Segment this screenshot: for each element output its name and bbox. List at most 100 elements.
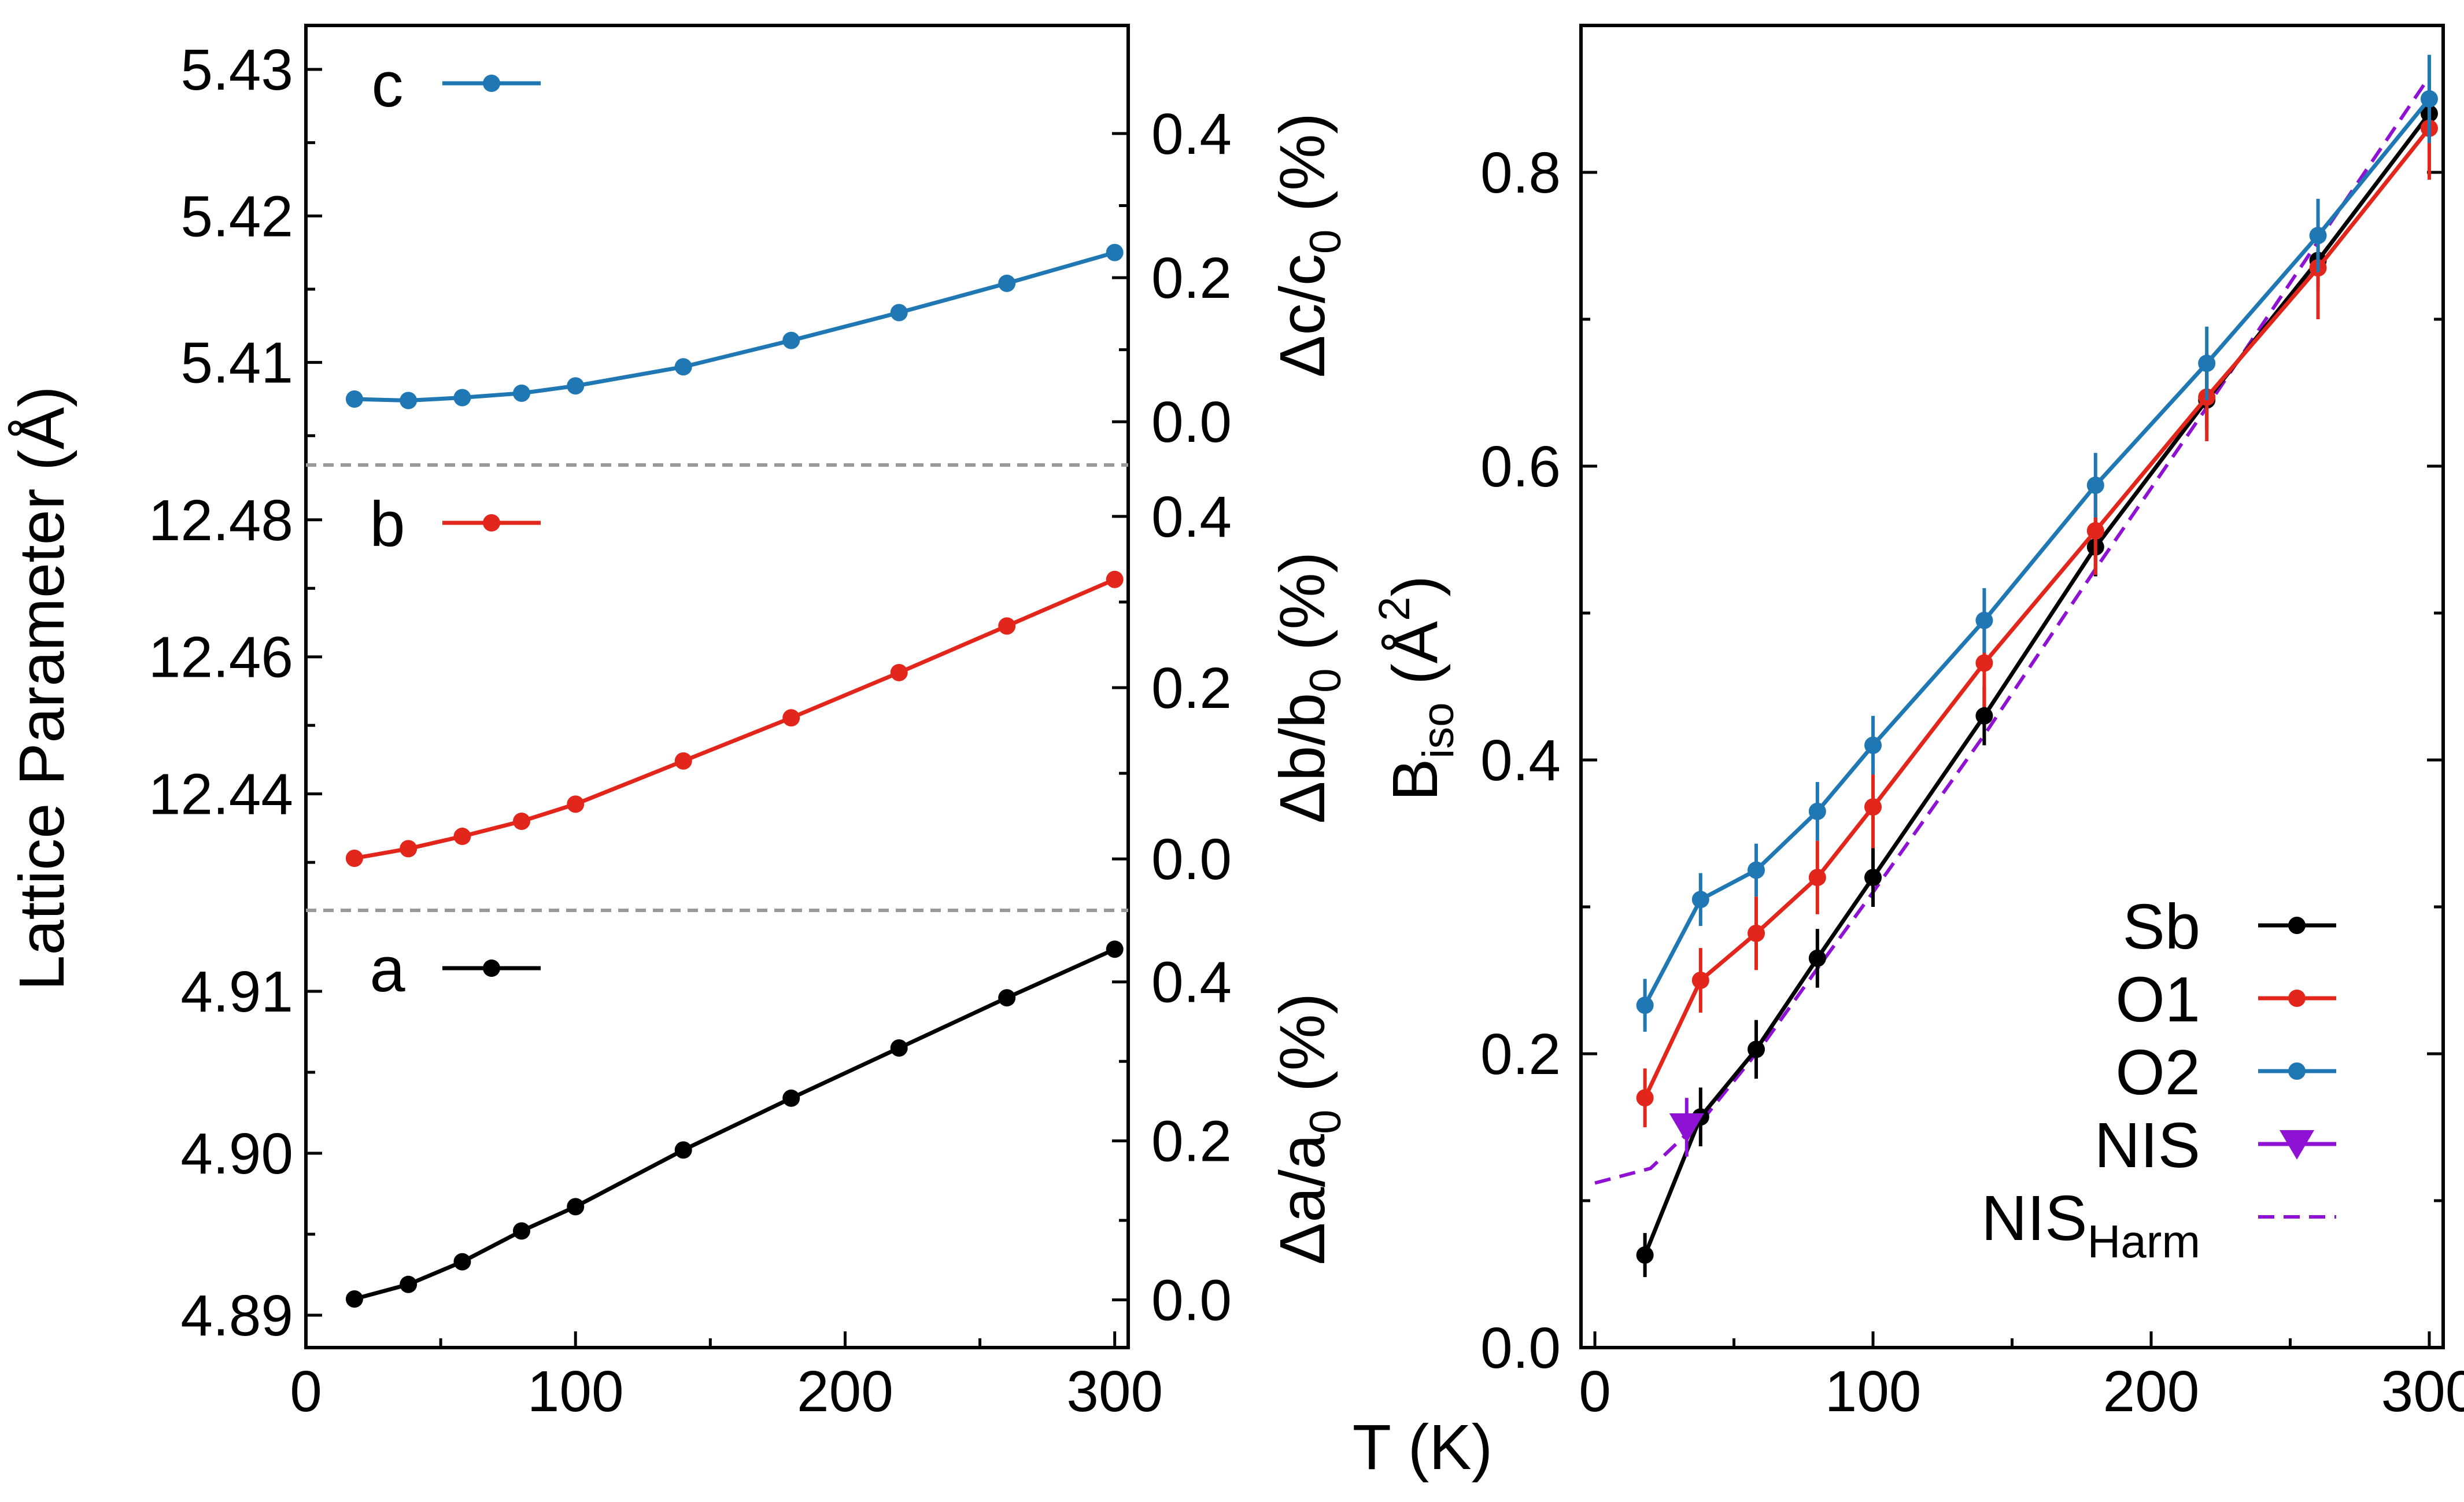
left-plot-frame xyxy=(304,24,1130,1349)
legend-marker-Sb xyxy=(2288,917,2306,934)
right-y-tick-label: 0.0 xyxy=(1151,827,1232,892)
x-axis-label: T (K) xyxy=(1353,1412,1493,1483)
data-point-Sb xyxy=(1748,1040,1765,1058)
data-point-O1 xyxy=(1975,654,1993,672)
legend-label-Sb: Sb xyxy=(2122,891,2200,962)
left-x-tick-label: 100 xyxy=(527,1359,624,1424)
legend-marker-NIS xyxy=(2280,1130,2314,1160)
left-y-tick-label: 4.90 xyxy=(180,1121,293,1186)
legend-label-O2: O2 xyxy=(2115,1037,2200,1108)
data-point-b xyxy=(567,795,585,813)
data-point-a xyxy=(400,1275,418,1293)
legend-label-b: b xyxy=(370,489,405,560)
data-point-c xyxy=(453,389,471,407)
data-point-Sb xyxy=(1864,869,1882,887)
left-y-tick-label: 4.89 xyxy=(180,1283,293,1348)
left-y-tick-label: 12.46 xyxy=(149,625,293,690)
biso-plot-content: 0 100 200 300 0.0 0.2 0.4 0.6 0.8 SbO1O2NISNISHar… xyxy=(1480,24,2464,1424)
biso-y-tick-label: 0.0 xyxy=(1480,1316,1561,1381)
data-point-c xyxy=(782,331,800,349)
data-point-O2 xyxy=(2086,477,2104,494)
right-y-tick-label: 0.0 xyxy=(1151,390,1232,455)
data-point-O2 xyxy=(1691,891,1709,909)
right-y-tick-label: 0.2 xyxy=(1151,246,1232,311)
data-point-a xyxy=(782,1089,800,1107)
right-y-tick-label: 0.2 xyxy=(1151,656,1232,721)
data-point-c xyxy=(674,358,692,376)
legend-label-c: c xyxy=(372,49,404,120)
left-x-tick-label: 0 xyxy=(290,1359,322,1424)
lattice-parameter-panel: 0 100 200 300 5.41 5.42 5.43 0.0 0.2 0.4 Δc/c0 (%)… xyxy=(6,24,1350,1424)
data-point-a xyxy=(345,1290,363,1308)
data-point-O1 xyxy=(1808,869,1826,887)
left-x-tick-label: 200 xyxy=(797,1359,893,1424)
data-point-b xyxy=(453,828,471,846)
data-point-c xyxy=(400,392,418,409)
data-point-a xyxy=(890,1039,908,1057)
data-point-c xyxy=(345,390,363,408)
legend-label-O1: O1 xyxy=(2115,964,2200,1035)
data-point-O2 xyxy=(1975,611,1993,629)
right-y-axis-label-b: Δb/b0 (%) xyxy=(1267,552,1350,824)
series-line-c xyxy=(354,250,1115,403)
data-point-O2 xyxy=(2198,355,2216,372)
series-line-O2 xyxy=(1643,97,2431,1006)
right-y-axis-label-c: Δc/c0 (%) xyxy=(1267,113,1350,378)
series-line-Sb xyxy=(1643,112,2431,1256)
data-point-O2 xyxy=(1748,861,1765,879)
data-point-NIS xyxy=(1669,1113,1704,1143)
series-line-O1 xyxy=(1643,127,2431,1099)
data-point-a xyxy=(512,1222,530,1240)
left-y-tick-label: 5.42 xyxy=(180,184,293,249)
legend-marker-O2 xyxy=(2288,1062,2306,1080)
data-point-Sb xyxy=(1636,1246,1654,1264)
data-point-c xyxy=(512,384,530,402)
data-point-b xyxy=(400,840,418,858)
data-point-O1 xyxy=(1636,1089,1654,1107)
data-point-a xyxy=(674,1141,692,1159)
data-point-O1 xyxy=(1691,972,1709,989)
biso-y-tick-label: 0.8 xyxy=(1480,141,1561,205)
data-point-O1 xyxy=(1864,798,1882,816)
legend-label-NISHarm: NISHarm xyxy=(1981,1183,2200,1267)
right-x-tick-label: 0 xyxy=(1579,1359,1611,1424)
data-point-Sb xyxy=(1975,707,1993,725)
series-line-b xyxy=(354,577,1116,861)
data-point-b xyxy=(345,849,363,867)
right-x-tick-label: 300 xyxy=(2381,1359,2464,1424)
right-plot-frame xyxy=(1579,24,2445,1349)
data-point-c xyxy=(567,377,585,395)
data-point-Sb xyxy=(1808,949,1826,967)
data-point-O2 xyxy=(1808,802,1826,820)
right-y-tick-label: 0.4 xyxy=(1151,485,1232,549)
data-point-O1 xyxy=(1748,924,1765,942)
data-point-a xyxy=(567,1198,585,1216)
data-point-b xyxy=(998,617,1016,635)
right-y-tick-label: 0.2 xyxy=(1151,1109,1232,1174)
legend-label-NIS: NIS xyxy=(2094,1110,2200,1181)
data-point-b xyxy=(512,813,530,830)
data-point-a xyxy=(453,1253,471,1271)
left-y-tick-label: 5.41 xyxy=(180,331,293,396)
data-point-O2 xyxy=(1636,997,1654,1014)
lattice-plot-content: 0 100 200 300 5.41 5.42 5.43 0.0 0.2 0.4 Δc/c0 (%)… xyxy=(149,38,1350,1424)
right-y-tick-label: 0.4 xyxy=(1151,102,1232,167)
data-point-c xyxy=(1106,243,1124,261)
right-y-tick-label: 0.4 xyxy=(1151,950,1232,1015)
data-point-O2 xyxy=(2309,227,2327,245)
right-y-axis-label: Biso (Å2) xyxy=(1370,575,1463,801)
left-x-tick-label: 300 xyxy=(1066,1359,1163,1424)
data-point-c xyxy=(890,304,908,322)
right-x-tick-label: 200 xyxy=(2103,1359,2200,1424)
data-point-O2 xyxy=(2420,90,2438,108)
right-y-tick-label: 0.0 xyxy=(1151,1268,1232,1333)
biso-y-tick-label: 0.6 xyxy=(1480,434,1561,499)
legend-marker-O1 xyxy=(2288,990,2306,1007)
left-y-tick-label: 12.44 xyxy=(149,762,293,827)
legend-marker-c xyxy=(483,75,500,92)
data-point-O1 xyxy=(2086,522,2104,540)
biso-panel: 0 100 200 300 0.0 0.2 0.4 0.6 0.8 SbO1O2NISNISHar… xyxy=(1370,24,2464,1424)
legend-marker-a xyxy=(483,959,500,977)
data-point-b xyxy=(890,663,908,681)
biso-y-tick-label: 0.4 xyxy=(1480,728,1561,793)
